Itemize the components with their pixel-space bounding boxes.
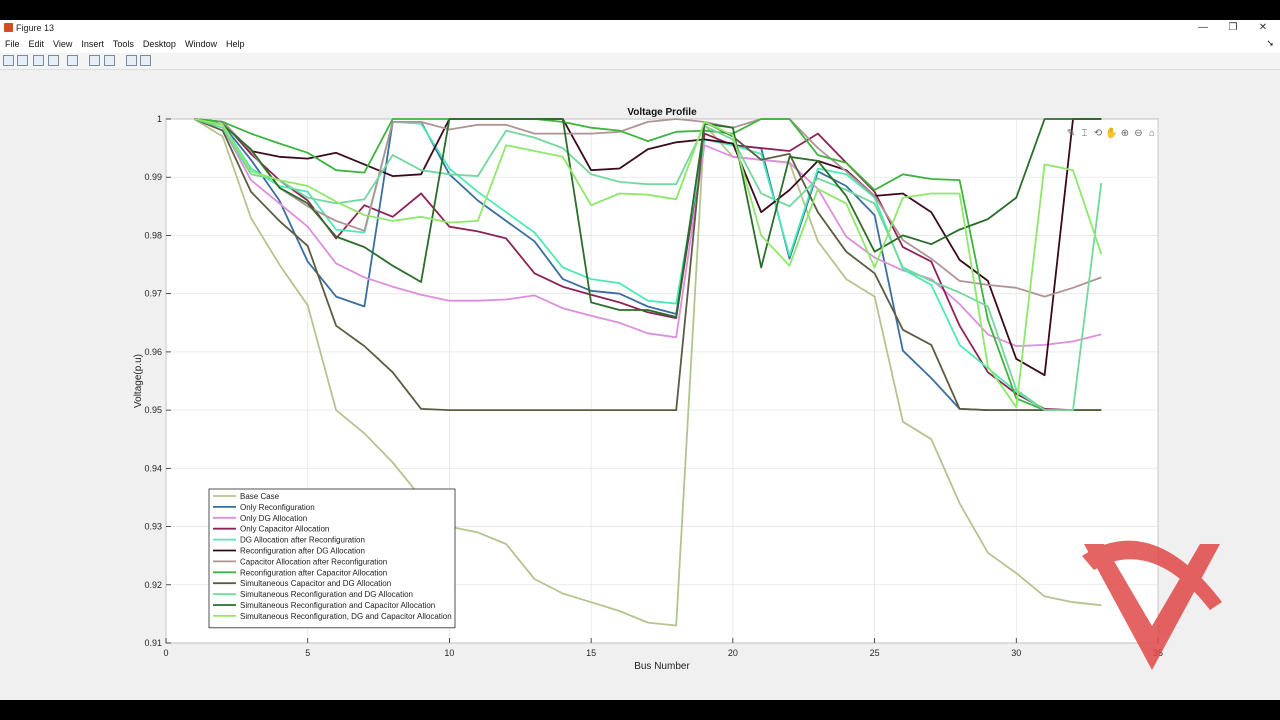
y-axis-label: Voltage(p.u) <box>133 354 144 408</box>
legend-label: Simultaneous Capacitor and DG Allocation <box>240 579 391 588</box>
print-icon[interactable] <box>48 55 59 66</box>
series-line-11 <box>194 118 1102 318</box>
y-tick-label: 0.98 <box>144 230 162 240</box>
legend-label: Simultaneous Reconfiguration, DG and Cap… <box>240 612 452 621</box>
menu-help[interactable]: Help <box>225 39 245 49</box>
dock-arrow-icon[interactable]: ➘ <box>1266 38 1274 48</box>
legend-label: Simultaneous Reconfiguration and Capacit… <box>240 601 435 610</box>
legend-label: DG Allocation after Reconfiguration <box>240 536 365 545</box>
plot-browser-icon[interactable] <box>140 55 151 66</box>
pointer-icon[interactable] <box>126 55 137 66</box>
property-editor-icon[interactable] <box>104 55 115 66</box>
menu-insert[interactable]: Insert <box>81 39 104 49</box>
matlab-icon <box>4 23 13 32</box>
series-line-5 <box>194 118 1102 412</box>
y-tick-label: 0.99 <box>144 172 162 182</box>
legend-box <box>208 488 456 629</box>
series-line-8 <box>194 118 1102 412</box>
legend-label: Base Case <box>240 492 280 501</box>
menu-edit[interactable]: Edit <box>28 39 45 49</box>
home-icon[interactable]: ⌂ <box>1149 128 1155 139</box>
data-tip-icon[interactable]: ⌶ <box>1082 128 1088 139</box>
menu-view[interactable]: View <box>53 39 73 49</box>
axes-toolbar: ✎ ⌶ ⟲ ✋ ⊕ ⊖ ⌂ <box>1067 126 1155 139</box>
series-line-7 <box>194 118 1102 298</box>
legend-label: Only Reconfiguration <box>240 503 315 512</box>
legend[interactable]: Base Case Only Reconfiguration Only DG All… <box>208 488 456 629</box>
y-tick-label: 0.95 <box>144 405 162 415</box>
y-tick-label: 0.91 <box>144 638 162 648</box>
x-tick-label: 0 <box>163 648 168 658</box>
watermark-logo <box>1082 540 1222 670</box>
title-bar: Figure 13 — ❐ ✕ <box>0 20 1280 36</box>
minimize-button[interactable]: — <box>1198 22 1208 33</box>
series-line-2 <box>194 118 1102 412</box>
pan-icon[interactable]: ✋ <box>1105 126 1117 139</box>
series-line-12 <box>194 118 1103 409</box>
restore-button[interactable]: ❐ <box>1228 22 1238 33</box>
menu-tools[interactable]: Tools <box>112 39 134 49</box>
y-tick-label: 0.96 <box>144 347 162 357</box>
zoom-out-icon[interactable]: ⊖ <box>1134 128 1142 139</box>
legend-label: Simultaneous Reconfiguration and DG Allo… <box>240 590 413 599</box>
axis-ticks: 051015202530350.910.920.930.940.950.960.… <box>144 114 1163 658</box>
menu-window[interactable]: Window <box>184 39 217 49</box>
legend-label: Reconfiguration after Capacitor Allocati… <box>240 568 387 577</box>
x-tick-label: 5 <box>305 648 310 658</box>
series-line-6 <box>194 118 1102 377</box>
watermark-arc-shape <box>1082 540 1222 610</box>
legend-label: Only DG Allocation <box>240 514 307 523</box>
menu-desktop[interactable]: Desktop <box>142 39 176 49</box>
new-file-icon[interactable] <box>3 55 14 66</box>
y-tick-label: 0.94 <box>144 463 162 473</box>
series-line-4 <box>194 118 1102 412</box>
menu-file[interactable]: File <box>5 39 20 49</box>
figure-window: Figure 13 — ❐ ✕ File Edit View Insert Tools D… <box>0 20 1280 700</box>
y-tick-label: 1 <box>157 114 162 124</box>
window-title: Figure 13 <box>16 23 55 33</box>
legend-label: Only Capacitor Allocation <box>240 525 329 534</box>
print-preview-icon[interactable] <box>67 55 78 66</box>
voltage-profile-chart: 051015202530350.910.920.930.940.950.960.… <box>133 107 1222 672</box>
series-line-3 <box>194 118 1102 348</box>
rotate-icon[interactable]: ⟲ <box>1094 128 1103 139</box>
series-line-1 <box>193 118 1102 627</box>
menu-bar: File Edit View Insert Tools Desktop Window Help… <box>0 36 1280 53</box>
open-folder-icon[interactable] <box>17 55 28 66</box>
figure-toolbar <box>0 53 1280 70</box>
save-icon[interactable] <box>33 55 44 66</box>
legend-label: Capacitor Allocation after Reconfigurati… <box>240 557 387 566</box>
legend-label: Reconfiguration after DG Allocation <box>240 547 365 556</box>
x-tick-label: 15 <box>586 648 596 658</box>
series-line-10 <box>194 118 1103 412</box>
series-line-9 <box>193 118 1102 412</box>
chart-title: Voltage Profile <box>627 107 697 118</box>
y-tick-label: 0.97 <box>144 289 162 299</box>
x-tick-label: 10 <box>444 648 454 658</box>
figure-area: 051015202530350.910.920.930.940.950.960.… <box>0 70 1280 700</box>
x-axis-label: Bus Number <box>634 661 690 672</box>
dock-icon[interactable] <box>89 55 100 66</box>
y-tick-label: 0.93 <box>144 522 162 532</box>
x-tick-label: 30 <box>1011 648 1021 658</box>
series-lines <box>193 118 1103 627</box>
x-tick-label: 25 <box>870 648 880 658</box>
zoom-in-icon[interactable]: ⊕ <box>1121 128 1129 139</box>
x-tick-label: 20 <box>728 648 738 658</box>
y-tick-label: 0.92 <box>144 580 162 590</box>
close-button[interactable]: ✕ <box>1258 22 1268 33</box>
brush-icon[interactable]: ✎ <box>1067 128 1075 139</box>
